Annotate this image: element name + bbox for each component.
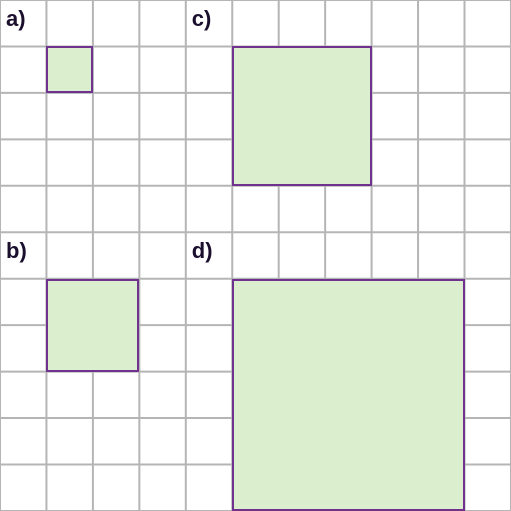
square-a	[46, 46, 92, 92]
square-c	[232, 46, 371, 185]
label-d: d)	[192, 238, 213, 264]
square-b	[46, 279, 139, 372]
label-c: c)	[192, 6, 212, 32]
label-b: b)	[6, 238, 27, 264]
label-a: a)	[6, 6, 26, 32]
square-d	[232, 279, 464, 511]
grid-diagram: a) b) c) d)	[0, 0, 511, 511]
